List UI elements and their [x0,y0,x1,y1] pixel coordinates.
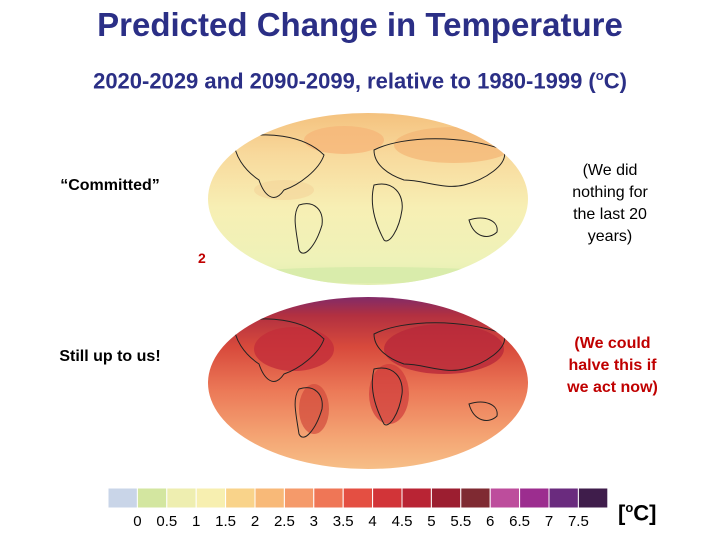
colorbar-tick-label: 2.5 [274,513,295,530]
colorbar-swatch [519,488,550,509]
top-note-line: the last 20 [573,206,647,223]
colorbar-swatch [136,488,168,509]
bottom-note-line: halve this if [568,357,657,374]
stray-year-fragment: 2 [198,250,206,266]
colorbar-tick-label: 5.5 [450,513,471,530]
unit-degree: o [625,500,634,515]
colorbar-tick-label: 6 [486,513,494,530]
colorbar-swatch [225,488,256,509]
top-right-note: (We did nothing for the last 20 years) [545,160,675,248]
subtitle-degree: o [595,68,604,83]
colorbar-swatch [577,488,608,509]
colorbar-tick-label: 3 [310,513,318,530]
page-subtitle: 2020-2029 and 2090-2099, relative to 198… [0,68,720,94]
colorbar-tick-label: 4 [368,513,376,530]
colorbar-swatch [108,488,138,509]
colorbar-swatch [313,488,344,509]
colorbar-swatch [401,488,432,509]
unit-open: [ [618,500,626,526]
colorbar-swatch [283,488,315,509]
top-map [204,110,532,288]
top-note-line: (We did [582,162,638,179]
colorbar-tick-label: 0.5 [156,513,177,530]
colorbar-tick-label: 7 [545,513,553,530]
unit-close: C] [633,500,657,526]
colorbar-tick-label: 5 [427,513,435,530]
page-title: Predicted Change in Temperature [97,6,623,43]
colorbar-swatch [372,488,403,509]
bottom-right-note: (We could halve this if we act now) [540,333,685,399]
committed-label: “Committed” [60,177,160,194]
subtitle-end: C) [603,68,627,94]
colorbar-tick-label: 7.5 [568,513,589,530]
colorbar-tick-label: 1 [192,513,200,530]
still-up-to-us-label: Still up to us! [59,348,161,365]
subtitle-main: 2020-2029 and 2090-2099, relative to 198… [93,68,596,94]
bottom-note-line: we act now) [567,379,658,396]
colorbar-tick-label: 2 [251,513,259,530]
colorbar-tick-label: 1.5 [215,513,236,530]
colorbar-tick-label: 0 [133,513,141,530]
colorbar-swatch [548,488,579,509]
colorbar-swatch [460,488,491,509]
top-note-line: nothing for [572,184,648,201]
colorbar-tick-label: 4.5 [392,513,413,530]
colorbar-swatch [430,488,462,509]
bottom-map [204,294,532,472]
colorbar-swatch [195,488,227,509]
colorbar-swatch [342,488,374,509]
colorbar-swatch [489,488,521,509]
colorbar-tick-label: 6.5 [509,513,530,530]
unit-label: [oC] [618,500,657,526]
colorbar-swatch [254,488,285,509]
temperature-colorbar: 0 0.5 1 1.5 2 2.5 3 3.5 4 4.5 5 5.5 6 6.5 7 7.5 [108,488,608,530]
top-note-line: years) [587,228,633,245]
bottom-note-line: (We could [574,335,651,352]
colorbar-swatch [166,488,197,509]
colorbar-tick-label: 3.5 [333,513,354,530]
